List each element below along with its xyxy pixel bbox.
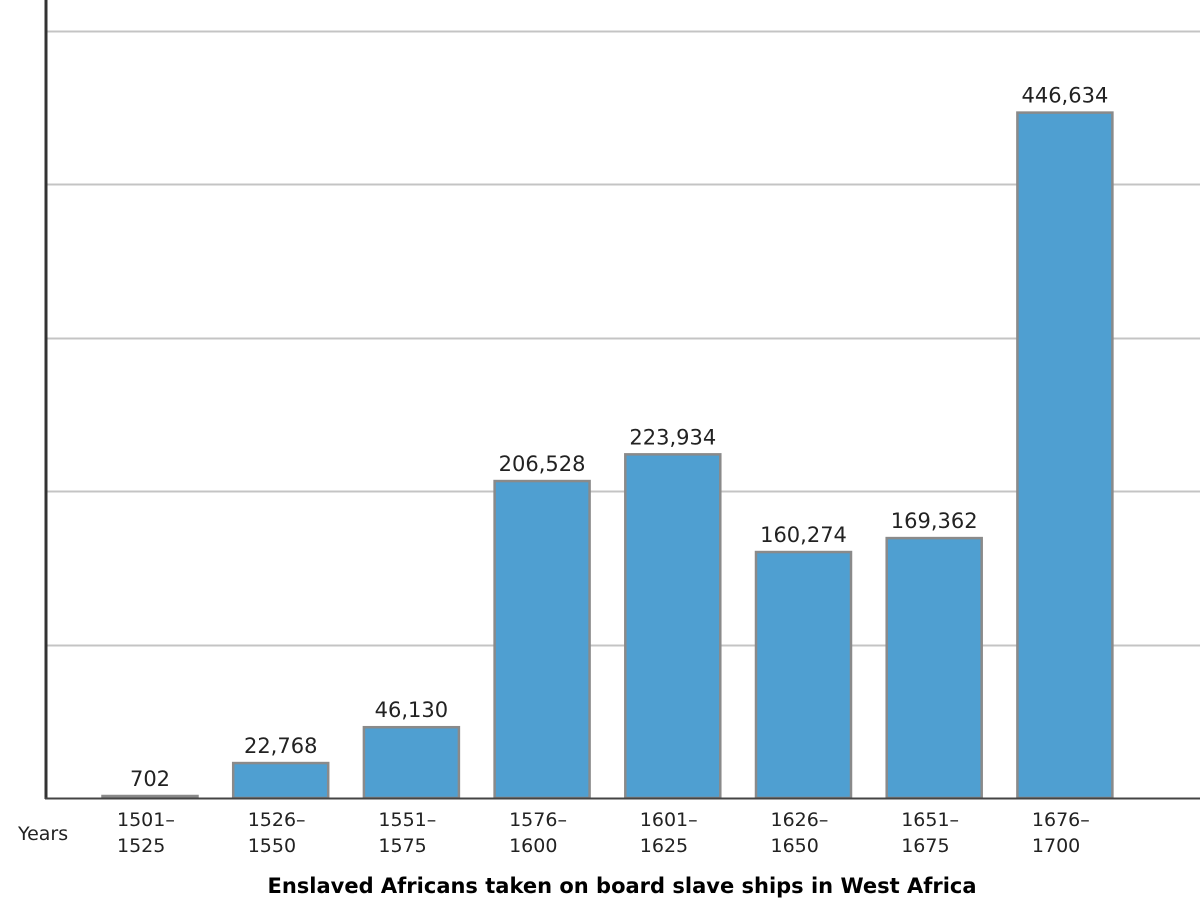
x-tick-label: 1675 — [901, 835, 949, 857]
x-tick-label: 1601– — [640, 809, 698, 831]
data-label: 22,768 — [244, 734, 317, 758]
chart-title: Enslaved Africans taken on board slave s… — [267, 874, 976, 898]
x-tick-label: 1625 — [640, 835, 688, 857]
x-tick-label: 1550 — [248, 835, 296, 857]
x-tick-label: 1650 — [771, 835, 819, 857]
data-label: 169,362 — [891, 509, 978, 533]
data-label: 206,528 — [499, 452, 586, 476]
x-tick-label: 1700 — [1032, 835, 1080, 857]
x-tick-label: 1676– — [1032, 809, 1090, 831]
data-label: 160,274 — [760, 523, 847, 547]
bar — [231, 761, 330, 800]
data-label: 223,934 — [629, 425, 716, 449]
x-tick-label: 1626– — [771, 809, 829, 831]
x-tick-label: 1525 — [117, 835, 165, 857]
bar — [1016, 111, 1114, 800]
x-tick-label: 1600 — [509, 835, 557, 857]
bar — [493, 479, 591, 800]
x-axis-label: Years — [17, 823, 68, 845]
bar — [754, 550, 853, 800]
x-tick-label: 1526– — [248, 809, 306, 831]
data-label: 46,130 — [375, 698, 448, 722]
x-tick-label: 1651– — [901, 809, 959, 831]
bar — [362, 725, 461, 800]
data-label: 702 — [130, 767, 170, 791]
x-tick-label: 1575 — [378, 835, 426, 857]
x-tick-label: 1576– — [509, 809, 567, 831]
bar — [624, 453, 722, 800]
x-tick-label: 1551– — [378, 809, 436, 831]
data-label: 446,634 — [1021, 84, 1108, 108]
bar — [885, 536, 983, 800]
x-tick-label: 1501– — [117, 809, 175, 831]
